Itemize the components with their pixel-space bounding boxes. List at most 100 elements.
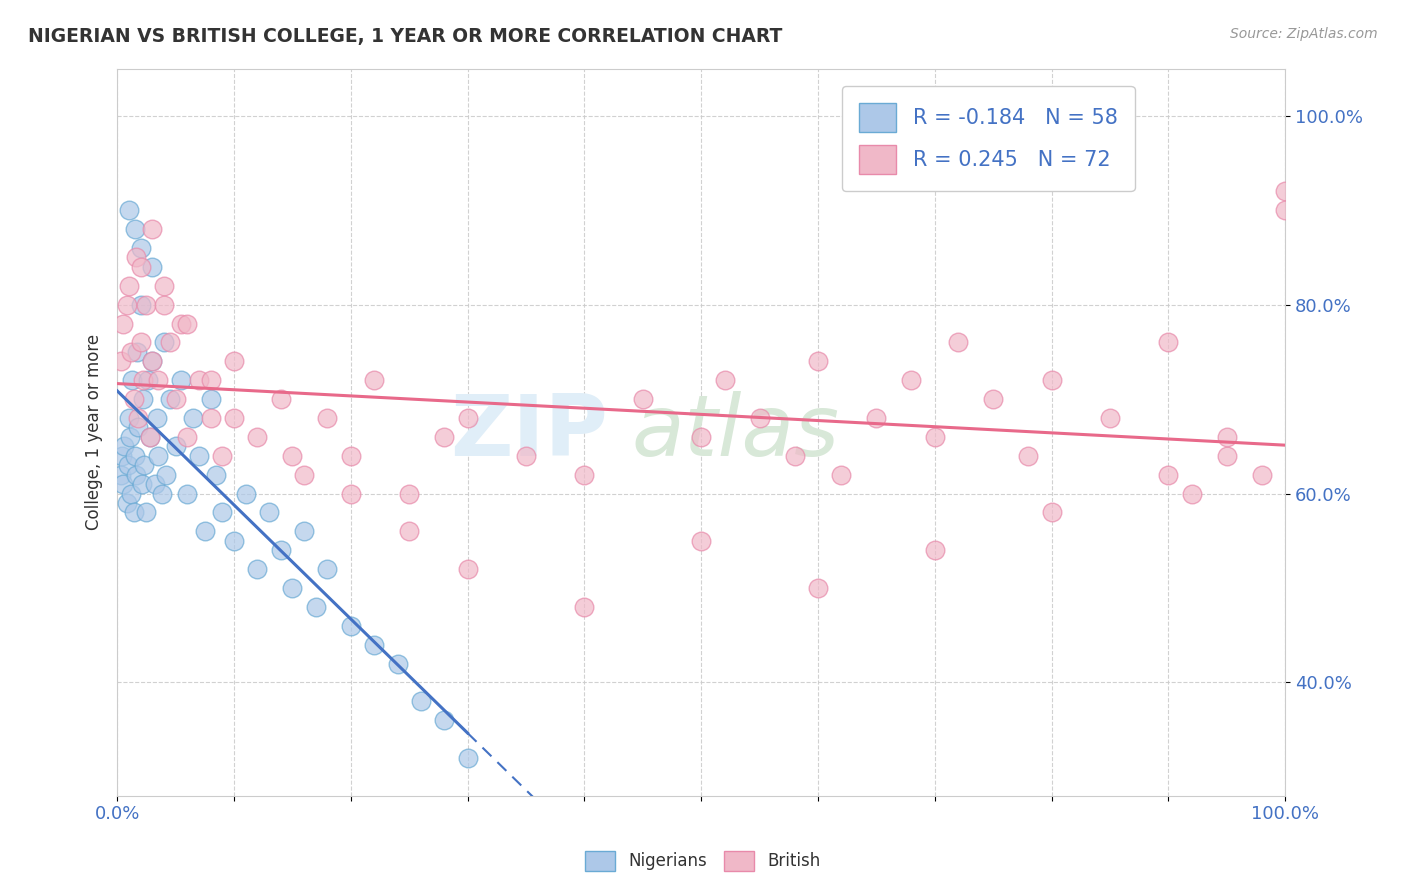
Point xyxy=(139,430,162,444)
Point xyxy=(110,354,132,368)
Point xyxy=(176,317,198,331)
Point xyxy=(690,430,713,444)
Point xyxy=(118,203,141,218)
Point xyxy=(112,477,135,491)
Point xyxy=(153,335,176,350)
Point xyxy=(281,581,304,595)
Point xyxy=(143,477,166,491)
Point xyxy=(129,241,152,255)
Point xyxy=(176,430,198,444)
Point xyxy=(127,411,149,425)
Point xyxy=(222,533,245,548)
Point xyxy=(155,467,177,482)
Point xyxy=(398,524,420,539)
Point xyxy=(783,449,806,463)
Point xyxy=(457,751,479,765)
Point xyxy=(136,373,159,387)
Point xyxy=(200,373,222,387)
Point xyxy=(1017,449,1039,463)
Point xyxy=(139,430,162,444)
Point xyxy=(924,543,946,558)
Point xyxy=(211,505,233,519)
Legend: R = -0.184   N = 58, R = 0.245   N = 72: R = -0.184 N = 58, R = 0.245 N = 72 xyxy=(842,87,1135,191)
Point xyxy=(125,467,148,482)
Point xyxy=(900,373,922,387)
Point xyxy=(121,373,143,387)
Point xyxy=(153,278,176,293)
Point xyxy=(257,505,280,519)
Point xyxy=(713,373,735,387)
Point xyxy=(807,354,830,368)
Point xyxy=(125,251,148,265)
Point xyxy=(200,411,222,425)
Point xyxy=(1216,430,1239,444)
Point xyxy=(159,392,181,406)
Point xyxy=(807,581,830,595)
Point xyxy=(159,335,181,350)
Point xyxy=(135,298,157,312)
Point xyxy=(176,486,198,500)
Point xyxy=(112,439,135,453)
Point xyxy=(135,505,157,519)
Point xyxy=(363,373,385,387)
Point xyxy=(1216,449,1239,463)
Point xyxy=(118,278,141,293)
Point xyxy=(117,458,139,473)
Point xyxy=(141,222,163,236)
Point xyxy=(409,694,432,708)
Point xyxy=(339,486,361,500)
Text: atlas: atlas xyxy=(631,391,839,474)
Point xyxy=(153,298,176,312)
Point xyxy=(1040,505,1063,519)
Point xyxy=(387,657,409,671)
Point xyxy=(111,449,134,463)
Point xyxy=(132,392,155,406)
Point xyxy=(270,543,292,558)
Point xyxy=(574,467,596,482)
Point xyxy=(146,449,169,463)
Point xyxy=(124,449,146,463)
Point xyxy=(170,373,193,387)
Point xyxy=(141,354,163,368)
Point xyxy=(830,467,852,482)
Point xyxy=(165,439,187,453)
Text: Source: ZipAtlas.com: Source: ZipAtlas.com xyxy=(1230,27,1378,41)
Point xyxy=(122,505,145,519)
Point xyxy=(1157,467,1180,482)
Text: NIGERIAN VS BRITISH COLLEGE, 1 YEAR OR MORE CORRELATION CHART: NIGERIAN VS BRITISH COLLEGE, 1 YEAR OR M… xyxy=(28,27,783,45)
Point xyxy=(281,449,304,463)
Point xyxy=(631,392,654,406)
Point xyxy=(246,562,269,576)
Point xyxy=(181,411,204,425)
Point xyxy=(205,467,228,482)
Point xyxy=(141,260,163,274)
Point xyxy=(132,458,155,473)
Point xyxy=(924,430,946,444)
Point xyxy=(316,562,339,576)
Point xyxy=(118,430,141,444)
Point xyxy=(1274,184,1296,198)
Point xyxy=(118,411,141,425)
Point xyxy=(211,449,233,463)
Point xyxy=(1040,373,1063,387)
Point xyxy=(433,430,456,444)
Point xyxy=(120,486,142,500)
Point xyxy=(187,373,209,387)
Point xyxy=(270,392,292,406)
Point xyxy=(170,317,193,331)
Point xyxy=(125,344,148,359)
Point xyxy=(129,260,152,274)
Point xyxy=(1098,411,1121,425)
Point xyxy=(150,486,173,500)
Point xyxy=(515,449,537,463)
Point xyxy=(981,392,1004,406)
Point xyxy=(1274,203,1296,218)
Point xyxy=(115,496,138,510)
Point xyxy=(748,411,770,425)
Point xyxy=(339,619,361,633)
Y-axis label: College, 1 year or more: College, 1 year or more xyxy=(86,334,103,530)
Point xyxy=(194,524,217,539)
Point xyxy=(246,430,269,444)
Legend: Nigerians, British: Nigerians, British xyxy=(576,842,830,880)
Point xyxy=(146,411,169,425)
